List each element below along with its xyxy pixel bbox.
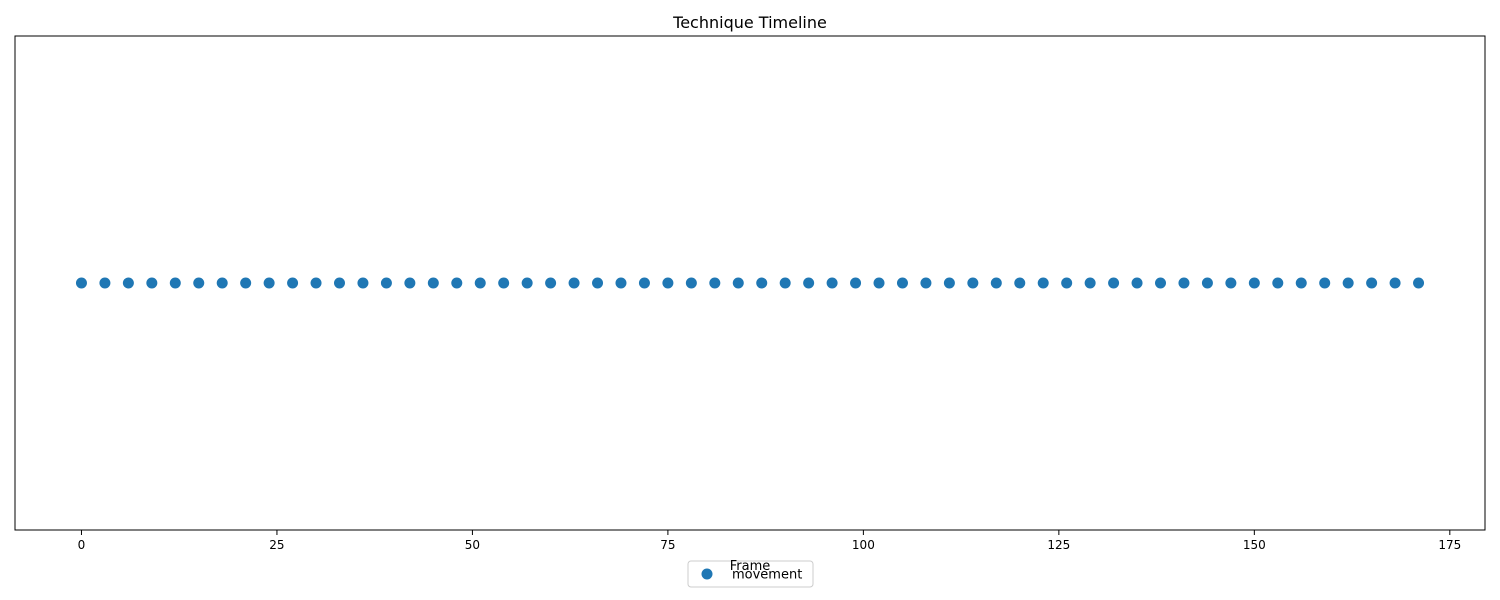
data-point-movement [592, 277, 604, 289]
data-point-movement [404, 277, 416, 289]
data-point-movement [216, 277, 228, 289]
data-point-movement [1037, 277, 1049, 289]
data-point-movement [1319, 277, 1331, 289]
data-point-movement [310, 277, 322, 289]
data-point-movement [498, 277, 510, 289]
data-point-movement [826, 277, 838, 289]
data-point-movement [380, 277, 392, 289]
data-point-movement [1389, 277, 1401, 289]
data-point-movement [427, 277, 439, 289]
data-point-movement [1155, 277, 1167, 289]
data-point-movement [545, 277, 557, 289]
legend-label-movement: movement [732, 568, 802, 583]
data-point-movement [615, 277, 627, 289]
x-tick-label: 0 [78, 538, 86, 552]
data-point-movement [709, 277, 721, 289]
data-point-movement [896, 277, 908, 289]
data-point-movement [1225, 277, 1237, 289]
legend-box [687, 560, 814, 588]
data-point-movement [263, 277, 275, 289]
data-point-movement [193, 277, 205, 289]
data-point-movement [943, 277, 955, 289]
data-point-movement [1295, 277, 1307, 289]
legend-marker-movement [701, 568, 713, 580]
data-point-movement [521, 277, 533, 289]
data-point-movement [873, 277, 885, 289]
plot-area-frame [14, 35, 1486, 531]
x-tick-label: 175 [1438, 538, 1461, 552]
data-point-movement [99, 277, 111, 289]
data-point-movement [1014, 277, 1026, 289]
data-point-movement [169, 277, 181, 289]
data-point-movement [1366, 277, 1378, 289]
data-point-movement [1342, 277, 1354, 289]
data-point-movement [568, 277, 580, 289]
data-point-movement [662, 277, 674, 289]
legend: movement [687, 560, 814, 588]
data-point-movement [1248, 277, 1260, 289]
data-point-movement [779, 277, 791, 289]
data-point-movement [146, 277, 158, 289]
scatter-points [75, 277, 1425, 289]
data-point-movement [803, 277, 815, 289]
x-tick-label: 25 [269, 538, 284, 552]
data-point-movement [1201, 277, 1213, 289]
data-point-movement [1413, 277, 1425, 289]
data-point-movement [1061, 277, 1073, 289]
data-point-movement [1084, 277, 1096, 289]
data-point-movement [920, 277, 932, 289]
data-point-movement [756, 277, 768, 289]
data-point-movement [967, 277, 979, 289]
x-axis-ticks: 0 25 50 75 100 125 150 175 [78, 530, 1461, 552]
data-point-movement [685, 277, 697, 289]
data-point-movement [732, 277, 744, 289]
x-tick-label: 100 [852, 538, 875, 552]
x-tick-label: 50 [465, 538, 480, 552]
data-point-movement [1131, 277, 1143, 289]
x-tick-label: 125 [1047, 538, 1070, 552]
data-point-movement [451, 277, 463, 289]
data-point-movement [75, 277, 87, 289]
x-tick-label: 75 [660, 538, 675, 552]
data-point-movement [1272, 277, 1284, 289]
data-point-movement [850, 277, 862, 289]
data-point-movement [1108, 277, 1120, 289]
chart-title: Technique Timeline [672, 13, 827, 32]
data-point-movement [287, 277, 299, 289]
data-point-movement [122, 277, 134, 289]
data-point-movement [474, 277, 486, 289]
data-point-movement [638, 277, 650, 289]
data-point-movement [990, 277, 1002, 289]
data-point-movement [357, 277, 369, 289]
data-point-movement [333, 277, 345, 289]
x-tick-label: 150 [1243, 538, 1266, 552]
x-axis-label: Frame [730, 559, 771, 574]
data-point-movement [240, 277, 252, 289]
data-point-movement [1178, 277, 1190, 289]
